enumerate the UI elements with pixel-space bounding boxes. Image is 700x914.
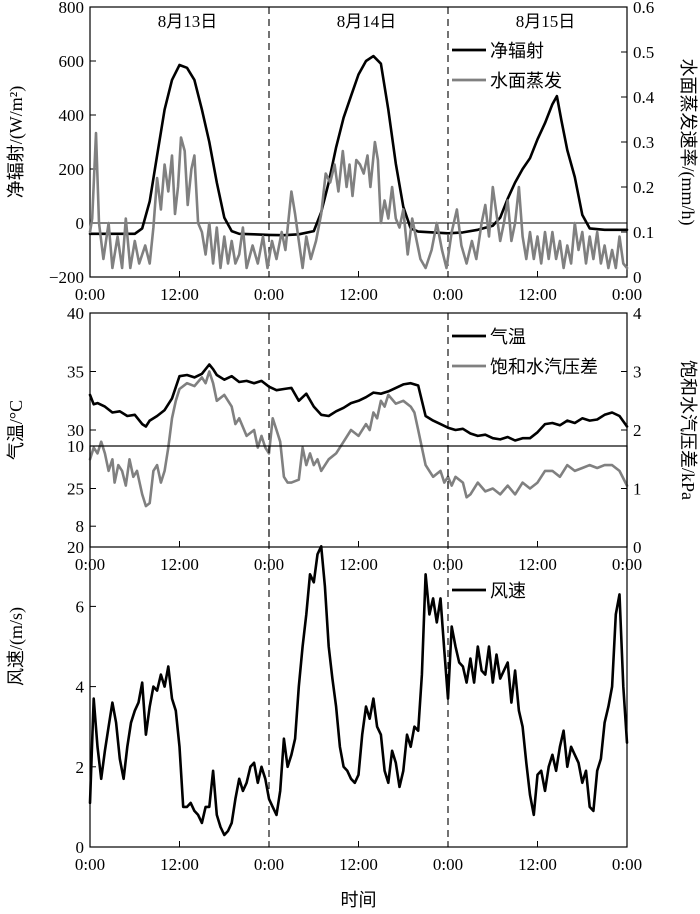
legend-label: 饱和水汽压差 bbox=[490, 357, 598, 377]
day-label: 8月15日 bbox=[516, 12, 576, 31]
y-right-tick-label: 0.3 bbox=[633, 133, 654, 152]
y-left-tick-label: 6 bbox=[76, 597, 85, 616]
y-right-tick-label: 0 bbox=[633, 538, 642, 557]
x-tick-label: 12:00 bbox=[339, 555, 378, 574]
legend-label: 水面蒸发 bbox=[490, 71, 562, 91]
series-line-2 bbox=[88, 370, 629, 508]
y-left-axis-label: 气温/°C bbox=[6, 400, 26, 460]
chart-panel-3: 0:00 12:00 0:00 12:00 0:00 12:00 0:000246810风速… bbox=[6, 437, 642, 910]
y-right-axis-label: 水面蒸发速率/(mm/h) bbox=[677, 59, 698, 226]
x-tick-label: 0:00 bbox=[75, 285, 105, 304]
x-tick-label: 0:00 bbox=[612, 285, 642, 304]
y-right-tick-label: 0.4 bbox=[633, 88, 655, 107]
y-left-tick-label: 8 bbox=[76, 517, 85, 536]
y-right-tick-label: 3 bbox=[633, 363, 642, 382]
x-tick-label: 12:00 bbox=[160, 855, 199, 874]
y-left-tick-label: 800 bbox=[59, 0, 85, 17]
series-line-1 bbox=[88, 54, 629, 237]
y-left-tick-label: 30 bbox=[67, 421, 84, 440]
y-right-tick-label: 0 bbox=[633, 268, 642, 287]
y-left-axis-label: 净辐射/(W/m²) bbox=[6, 86, 27, 198]
series-line-2 bbox=[88, 131, 629, 270]
y-right-tick-label: 0.5 bbox=[633, 43, 654, 62]
y-right-tick-label: 0.1 bbox=[633, 223, 654, 242]
x-tick-label: 12:00 bbox=[518, 855, 557, 874]
x-tick-label: 0:00 bbox=[254, 285, 284, 304]
y-right-tick-label: 2 bbox=[633, 421, 642, 440]
legend-label: 净辐射 bbox=[490, 41, 544, 61]
series-line-1 bbox=[88, 363, 629, 442]
y-left-tick-label: 600 bbox=[59, 52, 85, 71]
y-left-tick-label: 4 bbox=[76, 678, 85, 697]
x-axis-label: 时间 bbox=[341, 890, 377, 910]
y-left-tick-label: 2 bbox=[76, 758, 85, 777]
y-left-tick-label: 400 bbox=[59, 106, 85, 125]
day-label: 8月13日 bbox=[158, 12, 218, 31]
x-tick-label: 0:00 bbox=[433, 285, 463, 304]
y-left-tick-label: 200 bbox=[59, 160, 85, 179]
y-left-tick-label: 10 bbox=[67, 437, 84, 456]
chart-panel-2: 0:00 12:00 0:00 12:00 0:00 12:00 0:00202530354… bbox=[6, 304, 698, 574]
x-tick-label: 0:00 bbox=[612, 855, 642, 874]
y-left-tick-label: 35 bbox=[67, 363, 84, 382]
x-tick-label: 12:00 bbox=[160, 555, 199, 574]
x-tick-label: 12:00 bbox=[339, 855, 378, 874]
y-left-tick-label: 0 bbox=[76, 838, 85, 857]
x-tick-label: 12:00 bbox=[518, 555, 557, 574]
y-left-tick-label: 40 bbox=[67, 304, 84, 323]
x-tick-label: 12:00 bbox=[160, 285, 199, 304]
y-left-tick-label: −200 bbox=[49, 268, 84, 287]
y-right-tick-label: 1 bbox=[633, 480, 642, 499]
y-right-tick-label: 4 bbox=[633, 304, 642, 323]
x-tick-label: 0:00 bbox=[75, 855, 105, 874]
x-tick-label: 0:00 bbox=[254, 855, 284, 874]
x-tick-label: 0:00 bbox=[433, 555, 463, 574]
x-tick-label: 0:00 bbox=[433, 855, 463, 874]
y-left-tick-label: 20 bbox=[67, 538, 84, 557]
legend-label: 风速 bbox=[490, 581, 526, 601]
legend-label: 气温 bbox=[490, 327, 526, 347]
y-right-tick-label: 0.6 bbox=[633, 0, 654, 17]
y-right-axis-label: 饱和水汽压差/kPa bbox=[678, 360, 698, 500]
y-left-tick-label: 0 bbox=[76, 214, 85, 233]
y-right-tick-label: 0.2 bbox=[633, 178, 654, 197]
x-tick-label: 12:00 bbox=[339, 285, 378, 304]
y-left-axis-label: 风速/(m/s) bbox=[6, 607, 27, 686]
y-left-tick-label: 25 bbox=[67, 480, 84, 499]
day-label: 8月14日 bbox=[337, 12, 397, 31]
x-tick-label: 0:00 bbox=[254, 555, 284, 574]
series-line-1 bbox=[88, 545, 629, 837]
x-tick-label: 12:00 bbox=[518, 285, 557, 304]
chart-panel-1: 0:00 12:00 0:00 12:00 0:00 12:00 0:00−20002004… bbox=[6, 0, 698, 304]
